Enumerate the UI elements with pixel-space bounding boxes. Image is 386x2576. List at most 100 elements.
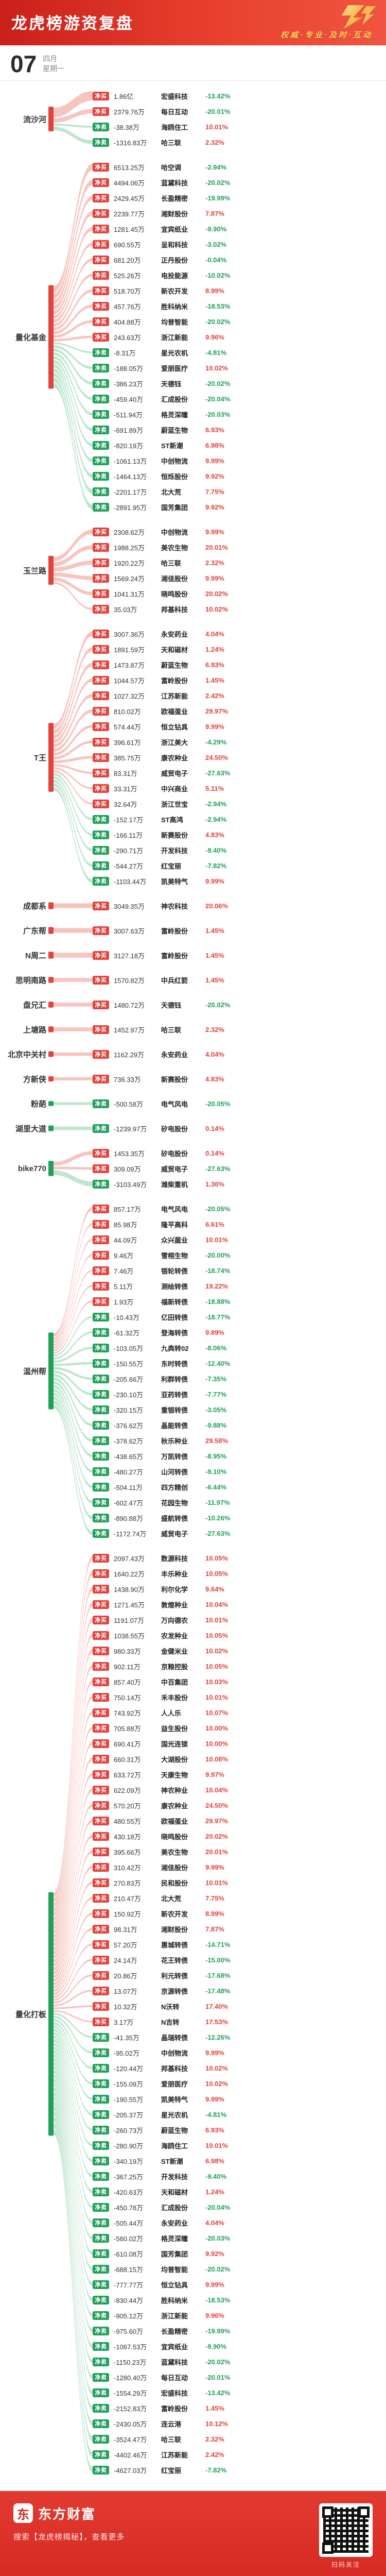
trader-name[interactable]: 广东帮 bbox=[23, 926, 46, 936]
stock-row[interactable]: 净卖 -1316.83万 哈三联 2.32% bbox=[93, 134, 386, 150]
stock-row[interactable]: 净卖 -504.11万 四方精创 -6.44% bbox=[93, 1479, 386, 1495]
stock-row[interactable]: 净买 1920.22万 哈三联 2.32% bbox=[93, 555, 386, 570]
stock-row[interactable]: 净买 5.11万 测绘转债 19.22% bbox=[93, 1278, 386, 1294]
stock-row[interactable]: 净买 35.03万 邦基科技 10.02% bbox=[93, 601, 386, 617]
stock-row[interactable]: 净买 210.47万 北大荒 7.75% bbox=[93, 1890, 386, 1906]
stock-row[interactable]: 净卖 -777.77万 恒立钻具 9.99% bbox=[93, 2277, 386, 2292]
trader-name[interactable]: 量化基金 bbox=[15, 333, 46, 342]
stock-row[interactable]: 净卖 -511.94万 格灵深瞳 -20.03% bbox=[93, 406, 386, 422]
stock-row[interactable]: 净买 633.72万 天康生物 9.97% bbox=[93, 1767, 386, 1782]
stock-row[interactable]: 净卖 -2201.17万 北大荒 7.75% bbox=[93, 484, 386, 499]
stock-row[interactable]: 净买 3007.36万 永安药业 4.04% bbox=[93, 626, 386, 641]
stock-row[interactable]: 净卖 -1239.97万 矽电股份 0.14% bbox=[93, 1121, 386, 1136]
stock-row[interactable]: 净买 2308.62万 中创物流 9.99% bbox=[93, 524, 386, 539]
stock-row[interactable]: 净买 480.55万 欧福蛋业 29.97% bbox=[93, 1813, 386, 1828]
stock-row[interactable]: 净卖 -2430.05万 连云港 10.12% bbox=[93, 2416, 386, 2431]
stock-row[interactable]: 净买 44.09万 众兴菌业 10.01% bbox=[93, 1232, 386, 1247]
stock-row[interactable]: 净卖 -38.38万 海鸥住工 10.01% bbox=[93, 119, 386, 134]
stock-row[interactable]: 净买 385.75万 康农种业 24.50% bbox=[93, 750, 386, 765]
trader-name[interactable]: 玉兰路 bbox=[23, 566, 46, 575]
stock-row[interactable]: 净卖 -691.89万 蔚蓝生物 6.93% bbox=[93, 422, 386, 437]
stock-row[interactable]: 净买 150.92万 新农开发 8.99% bbox=[93, 1906, 386, 1921]
stock-row[interactable]: 净买 1570.82万 中兵红箭 1.45% bbox=[93, 972, 386, 988]
stock-row[interactable]: 净卖 -3524.47万 哈三联 2.32% bbox=[93, 2431, 386, 2447]
stock-row[interactable]: 净买 1438.90万 利尔化学 9.64% bbox=[93, 1581, 386, 1597]
stock-row[interactable]: 净买 3049.35万 神农科技 20.06% bbox=[93, 898, 386, 913]
stock-row[interactable]: 净买 2379.76万 每日互动 -20.01% bbox=[93, 104, 386, 119]
stock-row[interactable]: 净买 9.46万 雪榕生物 -20.00% bbox=[93, 1247, 386, 1263]
stock-row[interactable]: 净卖 -61.32万 登海转债 9.89% bbox=[93, 1325, 386, 1340]
stock-row[interactable]: 净卖 -120.44万 邦基科技 10.02% bbox=[93, 2060, 386, 2076]
stock-row[interactable]: 净卖 -320.15万 重银转债 -3.05% bbox=[93, 1402, 386, 1417]
trader-name[interactable]: 思明南路 bbox=[15, 976, 46, 985]
stock-row[interactable]: 净买 32.64万 浙江世宝 -2.94% bbox=[93, 796, 386, 811]
stock-row[interactable]: 净买 570.20万 康农种业 24.50% bbox=[93, 1798, 386, 1813]
stock-row[interactable]: 净买 2097.43万 数源科技 10.05% bbox=[93, 1550, 386, 1566]
stock-row[interactable]: 净买 396.61万 浙江美大 -4.29% bbox=[93, 734, 386, 750]
stock-row[interactable]: 净买 622.09万 神农种业 10.04% bbox=[93, 1782, 386, 1798]
stock-row[interactable]: 净卖 -280.90万 海鸥住工 10.01% bbox=[93, 2138, 386, 2153]
stock-row[interactable]: 净卖 -290.71万 开发科技 -9.40% bbox=[93, 842, 386, 858]
stock-row[interactable]: 净卖 -95.02万 中创物流 9.99% bbox=[93, 2045, 386, 2060]
stock-row[interactable]: 净卖 -4627.03万 红宝丽 -7.82% bbox=[93, 2462, 386, 2478]
stock-row[interactable]: 净买 1044.57万 富岭股份 1.45% bbox=[93, 672, 386, 688]
stock-row[interactable]: 净买 6513.25万 哈空调 -2.94% bbox=[93, 159, 386, 175]
stock-row[interactable]: 净卖 -8.31万 星光农机 -4.81% bbox=[93, 345, 386, 360]
stock-row[interactable]: 净买 660.31万 大湖股份 10.08% bbox=[93, 1751, 386, 1767]
stock-row[interactable]: 净买 1191.07万 万向德农 10.01% bbox=[93, 1612, 386, 1628]
stock-row[interactable]: 净买 33.31万 中兴商业 5.11% bbox=[93, 781, 386, 796]
stock-row[interactable]: 净买 690.55万 呈和科技 -3.02% bbox=[93, 236, 386, 252]
trader-name[interactable]: 上塘路 bbox=[23, 1025, 46, 1035]
stock-row[interactable]: 净卖 -1172.74万 威贸电子 -27.63% bbox=[93, 1526, 386, 1541]
stock-row[interactable]: 净买 525.26万 电投能源 -10.02% bbox=[93, 267, 386, 283]
stock-row[interactable]: 净买 2239.77万 湘财股份 7.87% bbox=[93, 206, 386, 221]
stock-row[interactable]: 净买 1891.59万 天和磁材 1.24% bbox=[93, 641, 386, 657]
stock-row[interactable]: 净卖 -4402.46万 江苏新能 2.42% bbox=[93, 2447, 386, 2462]
stock-row[interactable]: 净买 1027.32万 江苏新能 2.42% bbox=[93, 688, 386, 703]
stock-row[interactable]: 净买 681.20万 正丹股份 -0.04% bbox=[93, 252, 386, 267]
stock-row[interactable]: 净卖 -459.40万 汇成股份 -20.04% bbox=[93, 391, 386, 406]
stock-row[interactable]: 净买 1453.35万 矽电股份 0.14% bbox=[93, 1145, 386, 1161]
stock-row[interactable]: 净卖 -820.19万 ST新潮 6.98% bbox=[93, 437, 386, 453]
stock-row[interactable]: 净卖 -41.35万 晶瑞转债 -12.26% bbox=[93, 2029, 386, 2045]
stock-row[interactable]: 净买 85.98万 隆平高科 6.61% bbox=[93, 1216, 386, 1232]
stock-row[interactable]: 净买 3127.18万 富岭股份 1.45% bbox=[93, 947, 386, 963]
stock-row[interactable]: 净卖 -230.10万 亚药转债 -7.77% bbox=[93, 1386, 386, 1402]
trader-name[interactable]: N周二 bbox=[25, 951, 46, 960]
stock-row[interactable]: 净买 309.09万 威贸电子 -27.63% bbox=[93, 1161, 386, 1176]
stock-row[interactable]: 净卖 -340.19万 ST新潮 6.98% bbox=[93, 2153, 386, 2168]
stock-row[interactable]: 净买 310.42万 湘佳股份 9.99% bbox=[93, 1859, 386, 1875]
stock-row[interactable]: 净买 1038.55万 农发种业 10.05% bbox=[93, 1628, 386, 1643]
stock-row[interactable]: 净买 404.88万 均普智能 -20.02% bbox=[93, 314, 386, 329]
stock-row[interactable]: 净买 857.17万 电气风电 -20.05% bbox=[93, 1201, 386, 1216]
stock-row[interactable]: 净买 13.07万 京源转债 -17.48% bbox=[93, 1983, 386, 1998]
stock-row[interactable]: 净卖 -3103.49万 潍柴重机 1.36% bbox=[93, 1176, 386, 1192]
stock-row[interactable]: 净买 743.92万 人人乐 10.07% bbox=[93, 1705, 386, 1720]
stock-row[interactable]: 净买 705.88万 益生股份 10.00% bbox=[93, 1720, 386, 1736]
stock-row[interactable]: 净卖 -1103.44万 凯美特气 9.99% bbox=[93, 873, 386, 889]
stock-row[interactable]: 净卖 -152.17万 ST高鸿 -2.94% bbox=[93, 811, 386, 827]
stock-row[interactable]: 净卖 -480.27万 山河转债 -9.10% bbox=[93, 1464, 386, 1479]
stock-row[interactable]: 净买 518.70万 新农开发 8.99% bbox=[93, 283, 386, 298]
stock-row[interactable]: 净买 98.31万 湘财股份 7.87% bbox=[93, 1921, 386, 1937]
stock-row[interactable]: 净买 24.14万 花王转债 -15.00% bbox=[93, 1952, 386, 1968]
stock-row[interactable]: 净卖 -560.02万 格灵深瞳 -20.03% bbox=[93, 2230, 386, 2246]
stock-row[interactable]: 净买 1640.22万 丰乐种业 10.05% bbox=[93, 1566, 386, 1581]
stock-row[interactable]: 净卖 -166.11万 新赛股份 4.83% bbox=[93, 827, 386, 842]
trader-name[interactable]: 粉葩 bbox=[30, 1099, 46, 1109]
stock-row[interactable]: 净卖 -150.55万 东时转债 -12.40% bbox=[93, 1355, 386, 1371]
trader-name[interactable]: 温州帮 bbox=[23, 1367, 46, 1376]
stock-row[interactable]: 净卖 -10.43万 亿田转债 -18.77% bbox=[93, 1309, 386, 1325]
stock-row[interactable]: 净卖 -205.37万 星光农机 -4.81% bbox=[93, 2107, 386, 2122]
stock-row[interactable]: 净卖 -610.08万 国芳集团 9.92% bbox=[93, 2246, 386, 2261]
stock-row[interactable]: 净买 1480.72万 天德钰 -20.02% bbox=[93, 997, 386, 1012]
stock-row[interactable]: 净卖 -1280.40万 每日互动 -20.01% bbox=[93, 2369, 386, 2385]
stock-row[interactable]: 净买 574.44万 恒立钻具 9.99% bbox=[93, 719, 386, 734]
stock-row[interactable]: 净卖 -188.05万 爱朋医疗 10.02% bbox=[93, 360, 386, 376]
stock-row[interactable]: 净卖 -830.44万 胜科纳米 -18.53% bbox=[93, 2292, 386, 2308]
stock-row[interactable]: 净卖 -376.62万 晶能转债 -9.88% bbox=[93, 1417, 386, 1433]
stock-row[interactable]: 净买 57.20万 惠城转债 -14.71% bbox=[93, 1937, 386, 1952]
stock-row[interactable]: 净买 4494.06万 蓝黛科技 -20.02% bbox=[93, 175, 386, 190]
stock-row[interactable]: 净买 1041.31万 晓鸣股份 20.02% bbox=[93, 586, 386, 601]
stock-row[interactable]: 净买 10.32万 N沃转 17.40% bbox=[93, 1998, 386, 2014]
